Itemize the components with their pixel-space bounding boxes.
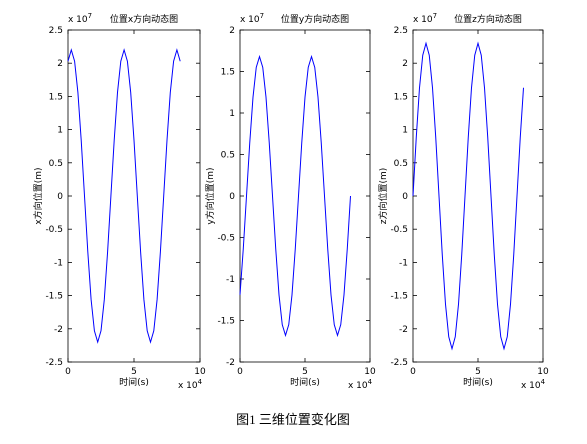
figure-caption: 图1 三维位置变化图 xyxy=(236,412,350,427)
multiplier-base: x 10 xyxy=(240,15,260,25)
axis-multiplier: x 107 xyxy=(240,12,264,25)
multiplier-base: x 10 xyxy=(178,381,198,391)
multiplier-power: 4 xyxy=(541,378,546,386)
data-line xyxy=(67,48,181,344)
multiplier-power: 4 xyxy=(198,378,203,386)
x-tick-label: 10 xyxy=(364,367,376,377)
y-tick-label: 2 xyxy=(402,59,408,69)
y-tick-label: 1 xyxy=(229,109,235,119)
y-tick-label: 0.5 xyxy=(394,159,408,169)
y-tick-label: -0.5 xyxy=(390,225,408,235)
x-axis-label: 时间(s) xyxy=(119,376,149,388)
multiplier-base: x 10 xyxy=(413,15,433,25)
axes-box xyxy=(412,29,544,363)
y-tick-label: -2 xyxy=(226,358,235,368)
y-tick-label: -2.5 xyxy=(45,358,63,368)
y-tick-label: -1 xyxy=(399,258,408,268)
y-tick-label: 1.5 xyxy=(394,92,408,102)
axis-multiplier: x 107 xyxy=(68,12,92,25)
y-tick-label: -2 xyxy=(399,325,408,335)
y-tick-label: 2.5 xyxy=(394,26,408,36)
axis-multiplier: x 104 xyxy=(178,378,203,391)
x-tick-label: 0 xyxy=(410,367,416,377)
y-tick-label: 1.5 xyxy=(221,68,235,78)
multiplier-base: x 10 xyxy=(68,15,88,25)
x-tick-label: 10 xyxy=(537,367,549,377)
multiplier-base: x 10 xyxy=(521,381,541,391)
y-tick-label: -1.5 xyxy=(390,292,408,302)
x-tick-label: 0 xyxy=(237,367,243,377)
y-tick-label: 1 xyxy=(402,126,408,136)
x-tick-label: 0 xyxy=(65,367,71,377)
y-axis-label: y方向位置(m) xyxy=(204,167,216,224)
y-axis-label: z方向位置(m) xyxy=(377,168,389,225)
multiplier-power: 7 xyxy=(260,12,264,20)
multiplier-base: x 10 xyxy=(348,381,368,391)
y-tick-label: 1 xyxy=(57,126,63,136)
x-tick-label: 5 xyxy=(131,367,137,377)
y-tick-label: 0 xyxy=(57,192,63,202)
y-axis-label: x方向位置(m) xyxy=(32,167,44,224)
y-tick-label: -1 xyxy=(54,258,63,268)
y-tick-label: 1.5 xyxy=(49,92,63,102)
x-tick-label: 5 xyxy=(302,367,308,377)
data-line xyxy=(412,41,524,351)
y-tick-label: -1 xyxy=(226,275,235,285)
x-tick-label: 5 xyxy=(475,367,481,377)
x-tick-label: 10 xyxy=(194,367,206,377)
y-tick-label: 2.5 xyxy=(49,26,63,36)
y-tick-label: -0.5 xyxy=(217,234,235,244)
axis-multiplier: x 104 xyxy=(521,378,546,391)
chart-title: 位置x方向动态图 xyxy=(110,13,178,25)
y-tick-label: -1.5 xyxy=(45,292,63,302)
chart-title: 位置z方向动态图 xyxy=(454,13,522,25)
y-tick-label: 2 xyxy=(229,26,235,36)
x-axis-label: 时间(s) xyxy=(463,376,493,388)
axis-multiplier: x 107 xyxy=(413,12,437,25)
axis-multiplier: x 104 xyxy=(348,378,373,391)
x-axis-label: 时间(s) xyxy=(290,376,320,388)
y-tick-label: 0.5 xyxy=(49,159,63,169)
y-tick-label: 0.5 xyxy=(221,151,235,161)
y-tick-label: -0.5 xyxy=(45,225,63,235)
y-tick-label: 2 xyxy=(57,59,63,69)
multiplier-power: 7 xyxy=(433,12,437,20)
chart-title: 位置y方向动态图 xyxy=(281,13,349,25)
multiplier-power: 4 xyxy=(368,378,373,386)
y-tick-label: -2.5 xyxy=(390,358,408,368)
axes-box xyxy=(67,29,201,363)
multiplier-power: 7 xyxy=(88,12,92,20)
axes-box xyxy=(239,29,371,363)
y-tick-label: -1.5 xyxy=(217,317,235,327)
data-line xyxy=(239,54,351,338)
y-tick-label: -2 xyxy=(54,325,63,335)
y-tick-label: 0 xyxy=(229,192,235,202)
y-tick-label: 0 xyxy=(402,192,408,202)
